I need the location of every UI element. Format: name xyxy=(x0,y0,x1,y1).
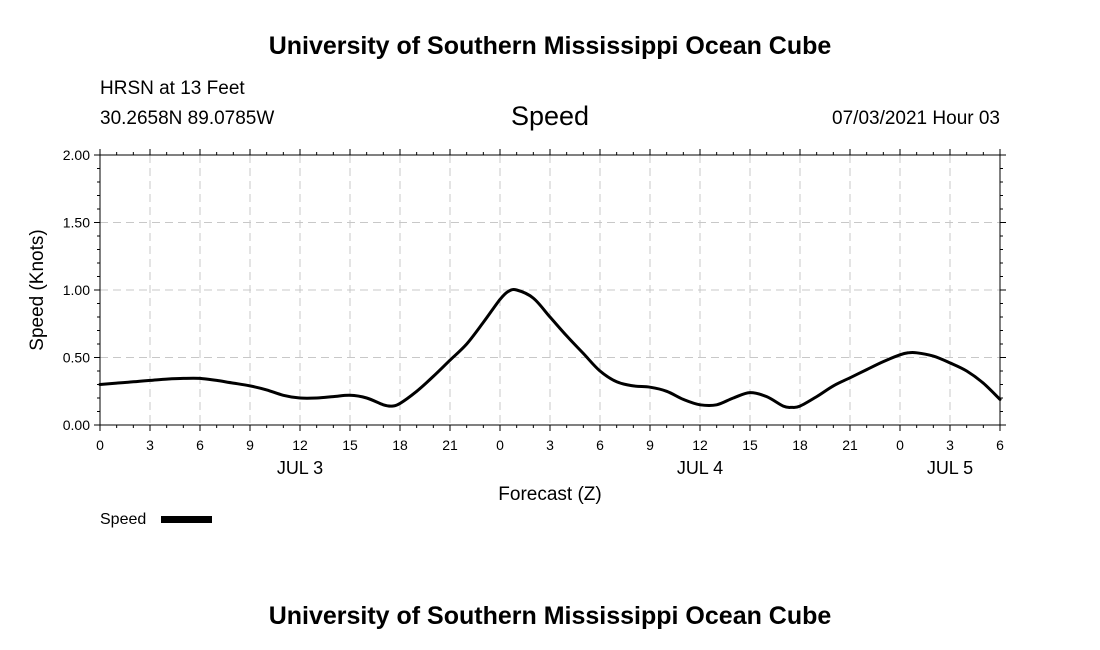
x-axis-label: Forecast (Z) xyxy=(498,484,601,505)
y-tick-label: 0.00 xyxy=(63,417,90,433)
x-tick-label: 9 xyxy=(246,437,254,453)
plot-frame xyxy=(99,154,1001,426)
y-tick-labels: 0.00 0.50 1.00 1.50 2.00 xyxy=(63,147,90,433)
x-tick-labels: 0 3 6 9 12 15 18 21 0 3 6 9 12 15 18 21 0 3 6 xyxy=(96,437,1004,453)
issued-datetime: 07/03/2021 Hour 03 xyxy=(832,108,1000,129)
date-label: JUL 4 xyxy=(677,458,723,478)
x-tick-label: 3 xyxy=(946,437,954,453)
y-tick-label: 1.00 xyxy=(63,282,90,298)
x-tick-label: 18 xyxy=(392,437,408,453)
x-tick-label: 0 xyxy=(496,437,504,453)
speed-series-line xyxy=(98,288,1002,409)
x-tick-label: 18 xyxy=(792,437,808,453)
date-labels: JUL 3 JUL 4 JUL 5 xyxy=(277,458,973,478)
y-tick-label: 1.50 xyxy=(63,215,90,231)
legend-label: Speed xyxy=(100,511,146,528)
x-tick-label: 15 xyxy=(742,437,758,453)
chart-title: Speed xyxy=(511,101,589,131)
x-tick-label: 15 xyxy=(342,437,358,453)
chart-header-title: University of Southern Mississippi Ocean… xyxy=(269,32,832,60)
station-label: HRSN at 13 Feet xyxy=(100,78,245,99)
x-tick-label: 3 xyxy=(546,437,554,453)
x-tick-label: 6 xyxy=(196,437,204,453)
legend-swatch xyxy=(161,516,212,523)
x-tick-label: 6 xyxy=(596,437,604,453)
station-coordinates: 30.2658N 89.0785W xyxy=(100,108,274,129)
x-tick-label: 9 xyxy=(646,437,654,453)
x-tick-label: 3 xyxy=(146,437,154,453)
x-tick-label: 0 xyxy=(96,437,104,453)
footer-title: University of Southern Mississippi Ocean… xyxy=(269,602,832,630)
x-tick-label: 21 xyxy=(842,437,858,453)
x-tick-label: 12 xyxy=(292,437,308,453)
legend: Speed xyxy=(100,511,212,528)
date-label: JUL 5 xyxy=(927,458,973,478)
date-label: JUL 3 xyxy=(277,458,323,478)
x-tick-label: 0 xyxy=(896,437,904,453)
y-tick-label: 2.00 xyxy=(63,147,90,163)
x-tick-label: 12 xyxy=(692,437,708,453)
x-tick-label: 21 xyxy=(442,437,458,453)
x-tick-label: 6 xyxy=(996,437,1004,453)
y-axis-label: Speed (Knots) xyxy=(27,229,48,350)
y-tick-label: 0.50 xyxy=(63,350,90,366)
grid-lines xyxy=(100,155,1000,425)
